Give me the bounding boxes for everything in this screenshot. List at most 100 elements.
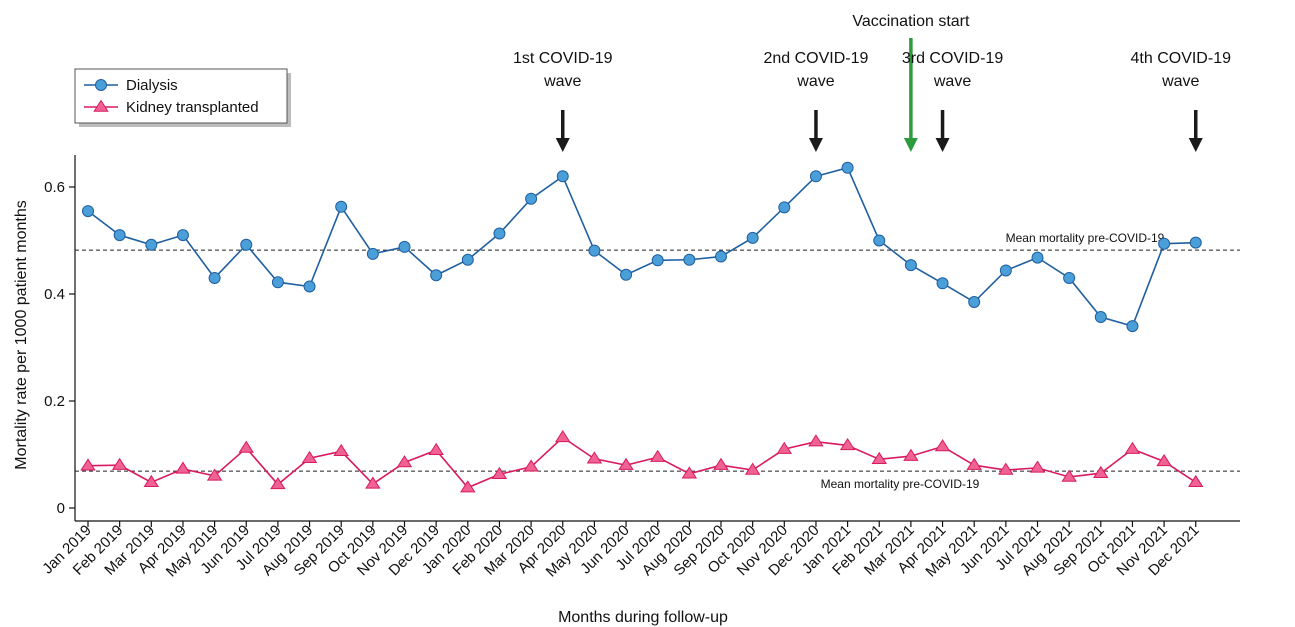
data-point [461,253,474,266]
data-point [588,244,601,257]
annotation-arrow-head [808,138,823,152]
data-point [430,269,443,282]
series-kidney-transplanted [80,429,1204,493]
data-point [365,476,381,489]
data-point [809,170,822,183]
data-point [746,231,759,244]
annotation: 4th COVID-19 wave [1131,50,1232,152]
data-point [556,170,569,183]
annotation: Vaccination start [852,13,970,152]
data-point [491,466,508,480]
annotation: 3rd COVID-19 wave [902,50,1003,152]
y-axis-title: Mortality rate per 1000 patient months [13,200,30,469]
data-point [904,259,917,272]
data-point [999,264,1012,277]
annotation-label: wave [796,73,834,90]
data-point [934,439,951,452]
data-point [683,253,696,266]
data-point [871,451,887,465]
data-point [1189,236,1202,249]
data-point [270,477,286,490]
legend-item: Dialysis [84,77,178,94]
annotation-arrow-head [1188,138,1203,152]
data-point [175,461,191,474]
data-point [808,434,824,447]
data-point [271,276,284,289]
data-point [460,480,476,493]
annotation-label: 1st COVID-19 [513,50,613,67]
annotation-arrow-head [935,138,950,152]
annotation: 1st COVID-19 wave [513,50,613,152]
data-point [776,441,793,454]
data-point [240,238,253,251]
x-axis-title: Months during follow-up [558,609,728,626]
legend: Dialysis Kidney transplanted [74,68,291,127]
series-layer [80,161,1204,493]
data-point [145,238,158,251]
y-tick-label: 0.6 [44,179,65,196]
data-point [335,200,348,213]
y-tick-label: 0 [57,500,65,517]
legend-label: Kidney transplanted [126,99,259,116]
data-point [1124,441,1141,454]
data-point [839,437,856,451]
annotation-label: 3rd COVID-19 [902,50,1003,67]
data-point [523,459,539,472]
annotation-arrow-head [903,138,918,152]
y-tick-label: 0.4 [44,286,65,303]
annotation-label: wave [933,73,971,90]
annotation-label: 4th COVID-19 [1131,50,1232,67]
data-point [525,192,538,205]
data-point [841,161,854,174]
series-dialysis [82,161,1202,333]
data-point [82,205,94,218]
data-point [555,429,571,443]
mean-reference-label: Mean mortality pre-COVID-19 [1006,231,1165,245]
annotation-label: Vaccination start [852,13,970,30]
data-point [936,277,949,290]
data-point [1093,465,1109,478]
data-point [428,442,444,455]
data-point [1063,271,1076,284]
data-point [366,247,379,260]
data-point [651,254,664,267]
data-point [1061,469,1077,482]
annotation-label: 2nd COVID-19 [763,50,868,67]
data-point [333,443,349,457]
series-line [87,436,1197,489]
mean-reference-label: Mean mortality pre-COVID-19 [821,477,980,491]
data-point [1031,251,1044,264]
data-point [1029,460,1046,473]
data-point [1158,237,1171,250]
data-point [176,229,189,242]
data-point [713,457,729,470]
series-line [87,166,1196,328]
data-point [903,448,919,461]
annotations: 1st COVID-19 wave 2nd COVID-19 wave Vaccinat… [513,13,1231,152]
annotation-label: wave [1161,73,1199,90]
data-point [1188,474,1204,488]
data-point [1156,454,1172,467]
data-point [649,449,666,462]
data-point [493,227,506,240]
data-point [396,455,413,468]
data-point [744,462,761,475]
y-tick-label: 0.2 [44,393,65,410]
legend-item: Kidney transplanted [84,99,259,116]
data-point [303,280,316,293]
annotation-arrow-head [555,138,570,152]
data-point [966,457,982,470]
legend-label: Dialysis [126,77,178,94]
data-point [143,474,160,488]
data-point [113,229,126,242]
data-point [111,457,128,470]
data-point [873,234,886,247]
data-point [301,450,318,463]
reference-lines: Mean mortality pre-COVID-19 Mean mortalit… [75,231,1240,491]
annotation: 2nd COVID-19 wave [763,50,869,152]
data-point [1126,320,1139,333]
data-point [998,462,1014,475]
legend-marker [95,79,107,91]
